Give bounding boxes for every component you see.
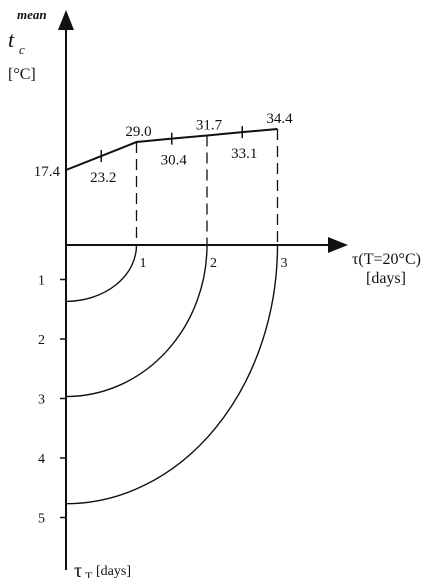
y-tick-label: 1	[38, 274, 45, 289]
x-tick-label: 1	[140, 256, 147, 271]
equivalent-age-curve	[65, 244, 138, 303]
y-axis-label-bottom-subscript: T	[85, 569, 93, 578]
dashed-guide-lines	[135, 129, 279, 245]
equivalent-age-curve	[65, 244, 208, 398]
temperature-value-label: 17.4	[34, 164, 61, 180]
y-tick-labels-bottom: 1 2 3 4 5	[38, 274, 45, 527]
temperature-value-labels: 17.4 23.2 29.0 30.4 31.7 33.1 34.4	[34, 111, 293, 186]
y-tick-label: 2	[38, 333, 45, 348]
x-axis-unit: [days]	[366, 270, 406, 287]
temperature-value-label: 31.7	[196, 118, 223, 134]
y-tick-label: 5	[38, 512, 45, 527]
y-axis-label-top-subscript: c	[19, 42, 25, 57]
x-axis-label: τ(T=20°C)	[352, 251, 421, 268]
y-axis-label-top-unit: [°C]	[8, 66, 36, 83]
equivalent-age-curves	[65, 244, 279, 505]
temperature-value-label: 33.1	[231, 146, 257, 162]
lower-axis-tick-marks	[60, 278, 66, 519]
y-tick-label: 3	[38, 393, 45, 408]
y-tick-label: 4	[38, 452, 45, 467]
temperature-value-label: 30.4	[161, 153, 188, 169]
equivalent-age-curve	[65, 244, 279, 505]
y-axis-label-bottom: τ	[74, 560, 82, 578]
y-axis-label-top: t	[8, 27, 15, 52]
y-axis-label-bottom-unit: [days]	[96, 564, 131, 578]
temperature-value-label: 23.2	[90, 170, 116, 186]
x-tick-label: 2	[210, 256, 217, 271]
y-axis-label-top-superscript: mean	[17, 7, 47, 22]
temperature-value-label: 34.4	[266, 111, 293, 127]
temperature-value-label: 29.0	[125, 124, 151, 140]
x-tick-label: 3	[281, 256, 288, 271]
profile-tick-marks	[100, 126, 243, 163]
x-tick-labels: 1 2 3	[140, 256, 288, 271]
